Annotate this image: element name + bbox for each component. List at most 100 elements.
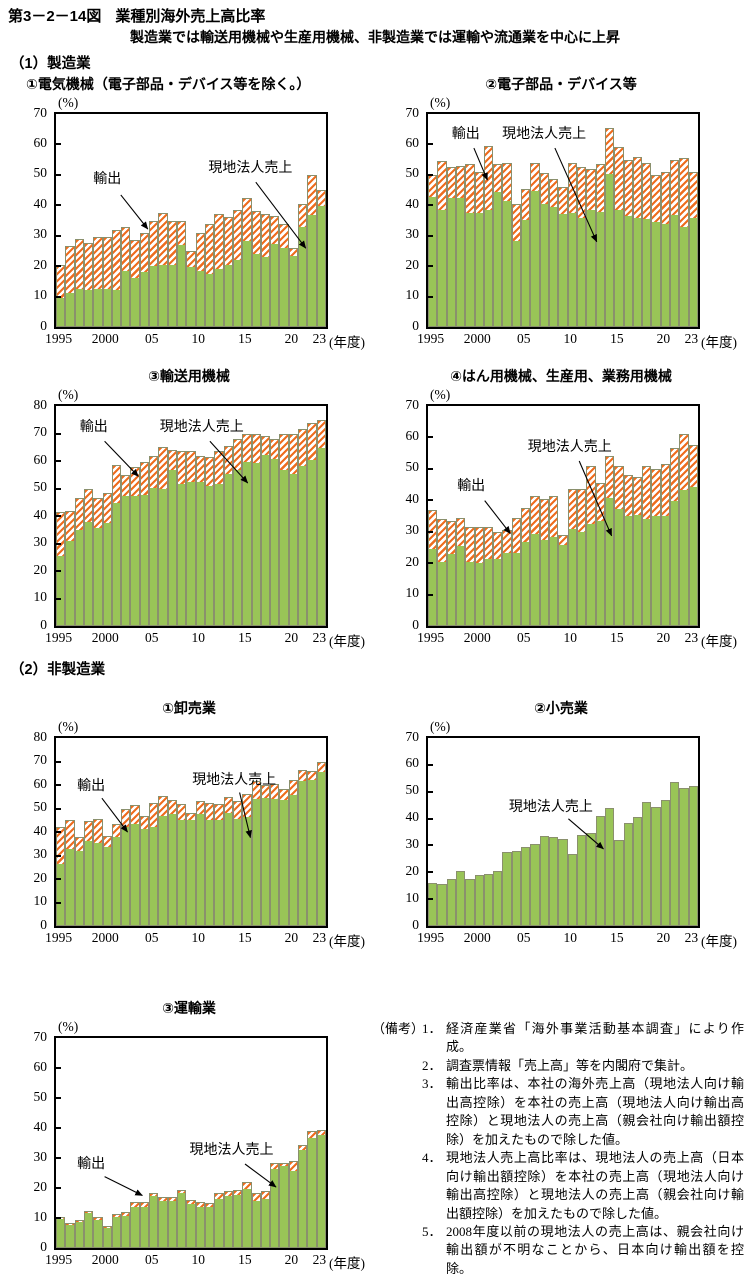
stacked-bar-2023 bbox=[688, 786, 698, 926]
local-sales-segment bbox=[131, 496, 139, 625]
stacked-bar-2009 bbox=[558, 838, 568, 926]
plot-area: 輸出 現地法人売上 bbox=[54, 112, 328, 329]
export-segment bbox=[289, 434, 298, 474]
stacked-bar-2005 bbox=[521, 846, 531, 926]
local-sales-segment bbox=[429, 196, 437, 326]
stacked-bar-2019 bbox=[279, 433, 289, 626]
local-sales-segment bbox=[559, 213, 567, 326]
local-sales-segment bbox=[75, 530, 83, 625]
x-axis-unit-label: (年度) bbox=[701, 335, 737, 350]
local-sales-segment bbox=[57, 863, 65, 925]
y-tick-label: 20 bbox=[405, 256, 420, 272]
export-segment bbox=[429, 510, 437, 550]
local-sales-segment bbox=[57, 556, 65, 625]
local-sales-segment bbox=[261, 454, 270, 625]
stacked-bar-1996 bbox=[437, 161, 447, 327]
stacked-bar-2008 bbox=[549, 495, 559, 626]
local-sales-segment bbox=[178, 819, 186, 925]
export-segment bbox=[289, 1162, 298, 1171]
export-segment bbox=[456, 518, 465, 547]
local-sales-segment bbox=[178, 483, 186, 625]
stacked-bar-2016 bbox=[251, 1192, 261, 1248]
export-segment bbox=[559, 535, 567, 546]
section-manufacturing: （1）製造業 bbox=[10, 56, 91, 72]
series-annotation-label: 輸出 bbox=[457, 479, 486, 495]
figure-title: 業種別海外売上高比率 bbox=[115, 8, 266, 25]
x-tick-label: 2000 bbox=[463, 630, 491, 645]
local-sales-segment bbox=[122, 270, 130, 326]
export-segment bbox=[103, 836, 111, 847]
y-tick-mark bbox=[428, 871, 433, 874]
x-axis: 1995 2000 05 10 15 20 23 (年度) bbox=[417, 329, 737, 350]
stacked-bar-2012 bbox=[214, 803, 224, 926]
y-axis: 0 10 20 30 40 50 60 70 bbox=[14, 105, 54, 331]
y-tick-label: 70 bbox=[33, 423, 48, 439]
note-number: 2． bbox=[422, 1057, 442, 1073]
local-sales-segment bbox=[512, 240, 521, 326]
y-tick-label: 10 bbox=[405, 286, 420, 302]
local-sales-segment bbox=[568, 529, 576, 625]
stacked-bar-1996 bbox=[65, 510, 75, 626]
stacked-bar-2003 bbox=[130, 1201, 140, 1248]
chart-wholesale: ①卸売業 (%) 0 10 20 30 40 50 60 70 80 輸出 現地法人売上 1995 2000… bbox=[14, 698, 382, 949]
export-segment bbox=[271, 216, 279, 244]
stacked-bar-1995 bbox=[56, 511, 66, 626]
local-sales-segment bbox=[233, 260, 242, 326]
local-sales-segment bbox=[317, 771, 325, 925]
export-segment bbox=[261, 215, 270, 258]
stacked-bar-2014 bbox=[232, 439, 243, 626]
stacked-bar-2013 bbox=[223, 445, 233, 626]
stacked-bar-1998 bbox=[83, 1210, 94, 1248]
x-tick-label: 2000 bbox=[91, 630, 119, 645]
y-tick-label: 10 bbox=[33, 588, 48, 604]
local-sales-segment bbox=[215, 1199, 223, 1247]
stacked-bar-2000 bbox=[102, 1225, 112, 1248]
local-sales-segment bbox=[243, 240, 251, 326]
export-segment bbox=[75, 1220, 83, 1222]
local-sales-segment bbox=[168, 1200, 177, 1247]
y-tick-mark bbox=[56, 295, 61, 298]
export-segment bbox=[140, 463, 149, 495]
series-annotation-label: 現地法人売上 bbox=[527, 439, 612, 455]
export-segment bbox=[689, 446, 697, 487]
export-segment bbox=[187, 1201, 195, 1204]
stacked-bar-2011 bbox=[576, 834, 587, 926]
stacked-bar-2022 bbox=[679, 787, 689, 926]
export-segment bbox=[643, 163, 651, 220]
local-sales-segment bbox=[689, 486, 697, 625]
notes: （備考） 1． 経済産業省「海外事業活動基本調査」により作成。 2． 調査票情報「売上… bbox=[372, 1020, 744, 1278]
note-text: 経済産業省「海外事業活動基本調査」により作成。 bbox=[446, 1021, 744, 1055]
stacked-bar-2023 bbox=[316, 1129, 326, 1248]
chart-electronic-parts-devices: ②電子部品・デバイス等 (%) 0 10 20 30 40 50 60 70 輸出 現地法人売上 199… bbox=[386, 74, 750, 350]
export-segment bbox=[261, 786, 270, 798]
export-segment bbox=[475, 172, 483, 214]
stacked-bar-2019 bbox=[651, 806, 661, 926]
stacked-bar-1998 bbox=[83, 488, 94, 626]
stacked-bar-2019 bbox=[651, 174, 661, 327]
local-sales-segment bbox=[84, 840, 93, 925]
local-sales-segment bbox=[243, 461, 251, 625]
x-tick-label: 23 bbox=[684, 331, 699, 346]
stacked-bar-2002 bbox=[121, 808, 131, 926]
stacked-bar-2018 bbox=[270, 1162, 280, 1248]
local-sales-segment bbox=[75, 851, 83, 925]
stacked-bar-2014 bbox=[232, 801, 243, 926]
local-sales-segment bbox=[559, 545, 567, 625]
export-segment bbox=[280, 1163, 288, 1167]
export-segment bbox=[196, 1202, 204, 1207]
export-segment bbox=[252, 212, 260, 255]
export-segment bbox=[522, 189, 530, 220]
y-tick-label: 40 bbox=[33, 195, 48, 211]
local-sales-segment bbox=[215, 483, 223, 625]
local-sales-segment bbox=[94, 527, 102, 625]
x-tick-label: 15 bbox=[238, 930, 252, 945]
export-segment bbox=[140, 816, 149, 830]
local-sales-segment bbox=[447, 880, 455, 925]
stacked-bar-2010 bbox=[567, 489, 577, 626]
stacked-bar-1999 bbox=[93, 1216, 103, 1248]
export-segment bbox=[559, 188, 567, 214]
export-segment bbox=[317, 191, 325, 207]
y-tick-label: 0 bbox=[412, 616, 419, 632]
stacked-bar-2020 bbox=[660, 799, 671, 926]
stacked-bar-2013 bbox=[223, 1191, 233, 1248]
